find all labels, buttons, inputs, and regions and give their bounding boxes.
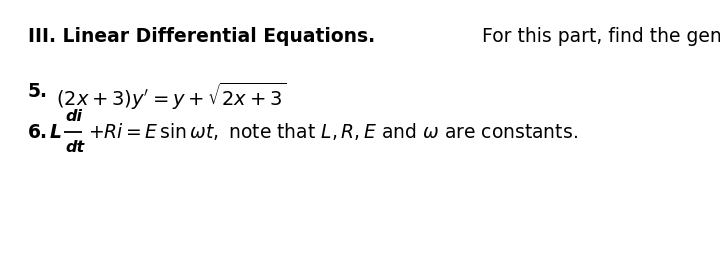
Text: For this part, find the general solution.: For this part, find the general solution… — [476, 27, 720, 46]
Text: 6.: 6. — [28, 122, 48, 142]
Text: $(2x + 3)y' = y + \sqrt{2x+3}$: $(2x + 3)y' = y + \sqrt{2x+3}$ — [56, 81, 287, 112]
Text: dt: dt — [65, 140, 84, 155]
Text: $+ Ri = E\,\mathrm{sin}\,\omega t$$,$ note that $L, R, E$ and $\omega$ are const: $+ Ri = E\,\mathrm{sin}\,\omega t$$,$ no… — [88, 121, 578, 143]
Text: di: di — [65, 109, 82, 124]
Text: L: L — [50, 122, 62, 142]
Text: III. Linear Differential Equations.: III. Linear Differential Equations. — [28, 27, 375, 46]
Text: 5.: 5. — [28, 82, 48, 101]
